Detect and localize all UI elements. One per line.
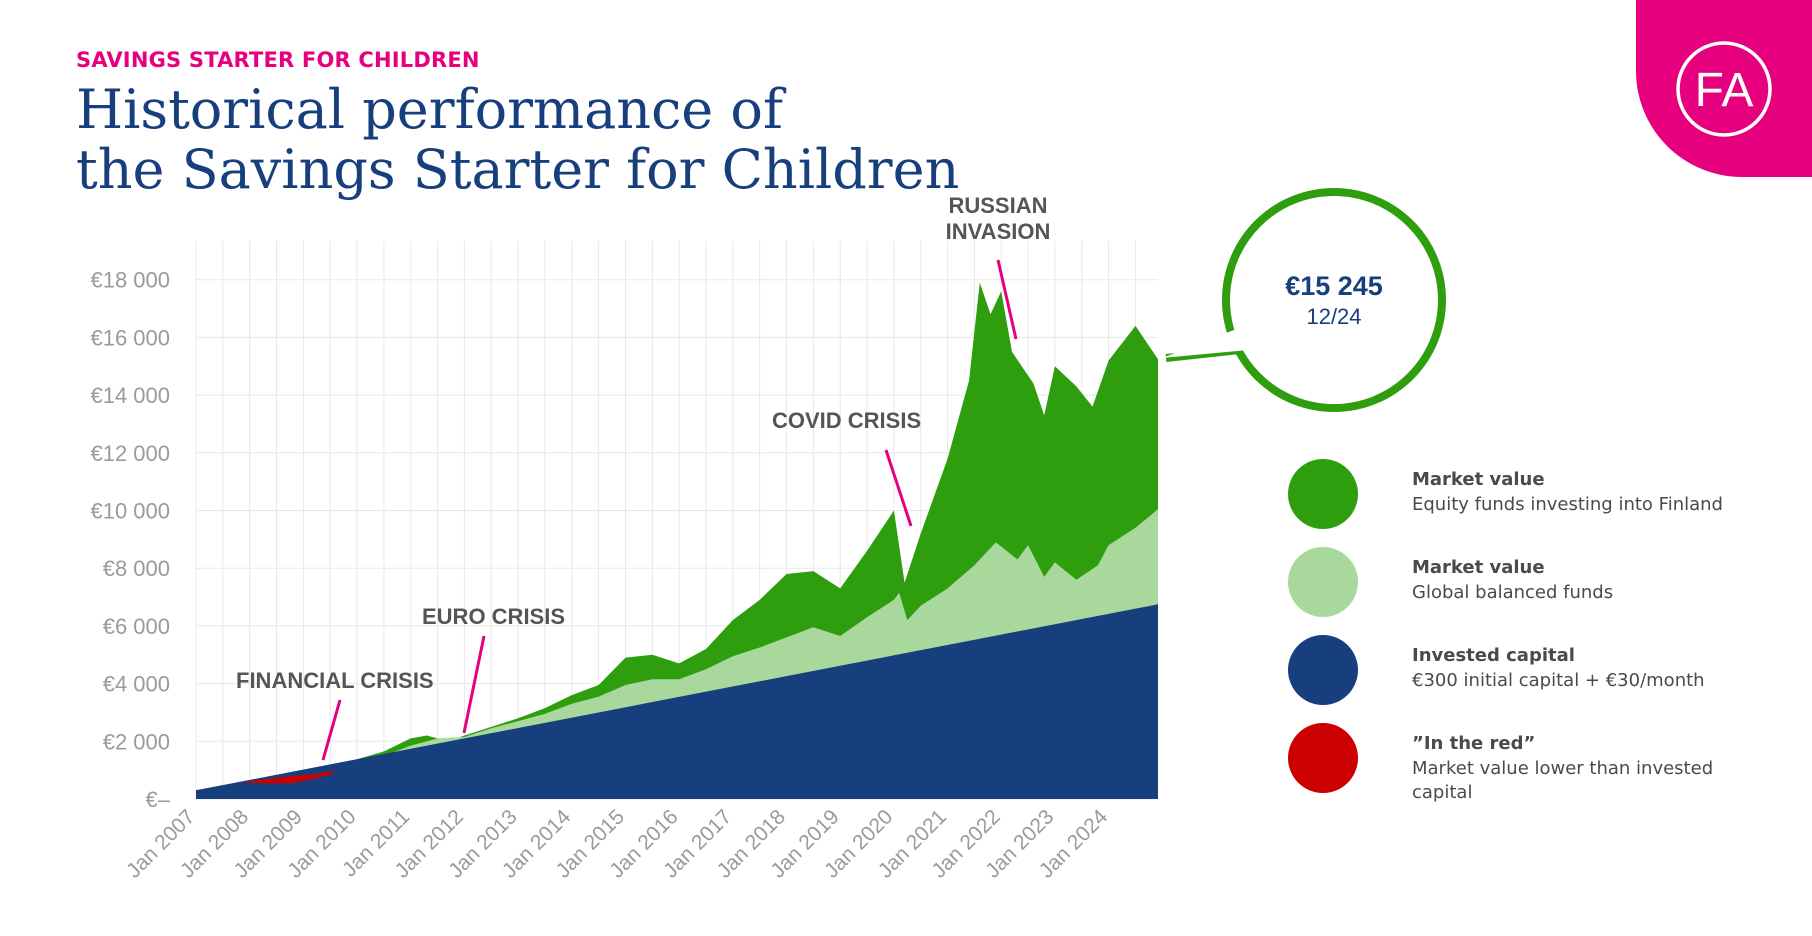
y-tick-label: €2 000	[103, 729, 170, 754]
legend-swatch-balanced	[1288, 547, 1358, 617]
legend-item-equity: Market value Equity funds investing into…	[1288, 459, 1758, 531]
title-line-1: Historical performance of	[76, 78, 783, 141]
page-eyebrow: SAVINGS STARTER FOR CHILDREN	[76, 48, 480, 72]
legend-item-in-red: ”In the red” Market value lower than inv…	[1288, 723, 1758, 803]
legend-swatch-invested	[1288, 635, 1358, 705]
legend-desc: €300 initial capital + €30/month	[1412, 670, 1705, 691]
legend-desc: Global balanced funds	[1412, 582, 1614, 603]
area-invested-capital	[196, 604, 1158, 799]
legend-desc: Market value lower than invested capital	[1412, 758, 1714, 803]
chart-areas	[196, 282, 1158, 800]
legend-title: ”In the red”	[1412, 733, 1536, 754]
legend-swatch-equity	[1288, 459, 1358, 529]
annotation-pointer	[884, 449, 913, 527]
callout-date: 12/24	[1306, 304, 1361, 329]
fa-logo-icon: FA	[1676, 41, 1772, 137]
y-tick-label: €8 000	[103, 556, 170, 581]
annotation-pointer	[462, 635, 486, 734]
brand-corner-tab: FA	[1636, 0, 1812, 177]
logo-text: FA	[1695, 64, 1754, 117]
legend-title: Market value	[1412, 557, 1545, 578]
y-tick-label: €16 000	[90, 325, 170, 350]
y-tick-label: €–	[146, 787, 171, 812]
area-in-the-red	[241, 770, 333, 784]
legend-item-balanced: Market value Global balanced funds	[1288, 547, 1758, 619]
y-tick-label: €18 000	[90, 268, 170, 293]
annotation-label: RUSSIAN	[948, 193, 1047, 218]
legend-item-invested: Invested capital €300 initial capital + …	[1288, 635, 1758, 707]
callout-value: €15 245	[1285, 271, 1383, 301]
annotation-pointer	[996, 259, 1018, 340]
annotation-label: FINANCIAL CRISIS	[236, 668, 434, 693]
y-tick-label: €12 000	[90, 441, 170, 466]
title-line-2: the Savings Starter for Children	[76, 138, 960, 201]
y-tick-label: €6 000	[103, 614, 170, 639]
value-callout: €15 245 12/24	[1162, 188, 1446, 412]
annotation-pointer	[321, 699, 342, 761]
legend-title: Market value	[1412, 469, 1545, 490]
y-tick-label: €4 000	[103, 672, 170, 697]
callout-circle	[1222, 188, 1446, 412]
y-tick-label: €14 000	[90, 383, 170, 408]
y-tick-label: €10 000	[90, 499, 170, 524]
annotation-label: INVASION	[946, 219, 1051, 244]
legend-title: Invested capital	[1412, 645, 1575, 666]
legend-swatch-in-red	[1288, 723, 1358, 793]
legend-desc: Equity funds investing into Finland	[1412, 494, 1723, 515]
annotation-label: EURO CRISIS	[422, 604, 565, 629]
annotation-label: COVID CRISIS	[772, 408, 921, 433]
chart-annotations: FINANCIAL CRISIS EURO CRISIS COVID CRISIS R…	[236, 193, 1051, 761]
page-title: Historical performance of the Savings St…	[76, 80, 1036, 200]
